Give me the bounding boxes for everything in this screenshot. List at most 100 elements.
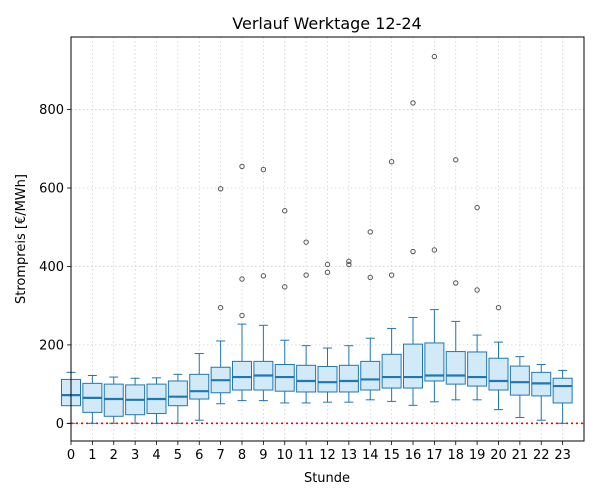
boxplot-hour-20 (488, 304, 509, 411)
x-tick-label: 13 (341, 448, 358, 463)
y-axis-label: Strompreis [€/MWh] (14, 174, 29, 304)
boxplot-hour-9 (253, 166, 274, 402)
x-tick-label: 6 (195, 448, 203, 463)
outlier-point (410, 100, 416, 106)
x-tick-label: 19 (469, 448, 486, 463)
outlier-point (282, 208, 288, 214)
outlier-point (303, 272, 309, 278)
x-tick-label: 10 (276, 448, 293, 463)
box-iqr (381, 353, 402, 389)
x-tick-label: 17 (426, 448, 443, 463)
box-iqr (317, 365, 338, 393)
box-iqr (232, 360, 252, 391)
outlier-point (217, 304, 224, 311)
outlier-point (474, 204, 480, 211)
boxplot-hour-17 (424, 53, 445, 403)
box-iqr (296, 364, 317, 393)
outlier-point (282, 284, 288, 290)
y-tick-label: 800 (39, 103, 64, 118)
outlier-point (346, 261, 352, 268)
boxplot-hour-11 (296, 239, 317, 404)
outlier-point (324, 269, 331, 276)
x-axis-ticks: 0 1 2 3 4 5 6 7 8 9 10 11 12 13 14 15 16 17 18 19 20 21 22 23 (67, 441, 571, 463)
x-tick-label: 0 (67, 448, 75, 463)
box-iqr (424, 342, 445, 382)
x-tick-label: 4 (152, 448, 160, 463)
x-tick-label: 23 (554, 448, 571, 463)
outlier-point (410, 248, 416, 255)
box-iqr (509, 365, 530, 396)
boxplot-hour-10 (274, 208, 295, 404)
box-iqr (552, 377, 573, 404)
x-tick-label: 1 (88, 448, 96, 463)
outlier-point (324, 261, 331, 268)
boxplot-hour-19 (467, 204, 488, 401)
boxplot-hour-1 (82, 374, 103, 424)
outlier-point (474, 287, 480, 293)
x-tick-label: 12 (319, 448, 336, 463)
box-iqr (338, 364, 359, 393)
x-tick-label: 7 (216, 448, 224, 463)
outlier-point (239, 312, 245, 319)
y-tick-label: 600 (39, 182, 64, 197)
box-iqr (488, 357, 509, 391)
outlier-point (431, 53, 438, 60)
x-tick-label: 16 (405, 448, 422, 463)
outlier-point (239, 163, 245, 170)
outlier-point (388, 159, 395, 165)
boxplot-hour-5 (167, 373, 188, 424)
boxplot-hour-15 (381, 159, 402, 402)
boxplot-hour-3 (125, 377, 146, 424)
x-tick-label: 15 (383, 448, 400, 463)
boxplot-hour-6 (189, 353, 210, 421)
outlier-point (260, 273, 267, 279)
box-iqr (403, 343, 423, 389)
boxplot-hour-16 (403, 100, 423, 406)
boxplot-hour-7 (210, 186, 231, 405)
boxplot-hour-2 (103, 376, 124, 424)
chart-title: Verlauf Werktage 12-24 (232, 14, 421, 33)
boxplot-hour-4 (146, 377, 167, 424)
outlier-point (388, 272, 395, 278)
y-axis-ticks: 0 200 400 600 800 (39, 103, 71, 432)
x-tick-label: 9 (259, 448, 267, 463)
x-tick-label: 8 (238, 448, 246, 463)
boxplots (61, 53, 573, 424)
box-iqr (103, 383, 124, 417)
boxplot-hour-22 (531, 364, 552, 421)
x-tick-label: 5 (174, 448, 182, 463)
box-iqr (467, 351, 488, 387)
outlier-point (431, 247, 438, 253)
outlier-point (346, 258, 352, 265)
boxplot-hour-13 (338, 258, 359, 403)
boxplot-hour-8 (232, 163, 252, 402)
y-tick-label: 200 (39, 338, 64, 353)
boxplot-hour-21 (509, 356, 530, 418)
boxplot-hour-14 (360, 229, 381, 401)
boxplot-hour-12 (317, 261, 338, 403)
boxplot-hour-23 (552, 369, 573, 424)
outlier-point (495, 304, 502, 311)
outlier-point (367, 229, 373, 235)
x-tick-label: 11 (298, 448, 315, 463)
outlier-point (303, 239, 309, 245)
x-tick-label: 20 (490, 448, 507, 463)
x-tick-label: 3 (131, 448, 139, 463)
x-axis-label: Stunde (304, 471, 350, 486)
box-iqr (167, 380, 188, 407)
x-tick-label: 14 (362, 448, 379, 463)
boxplot-hour-18 (445, 157, 466, 401)
outlier-point (367, 274, 373, 281)
outlier-point (260, 166, 267, 173)
x-tick-label: 2 (110, 448, 118, 463)
y-tick-label: 0 (56, 417, 64, 432)
x-tick-label: 22 (533, 448, 550, 463)
outlier-point (217, 186, 224, 192)
x-tick-label: 18 (447, 448, 464, 463)
x-tick-label: 21 (512, 448, 529, 463)
outlier-point (453, 280, 459, 286)
box-iqr (445, 351, 466, 385)
outlier-point (239, 276, 245, 282)
outlier-point (453, 157, 459, 163)
